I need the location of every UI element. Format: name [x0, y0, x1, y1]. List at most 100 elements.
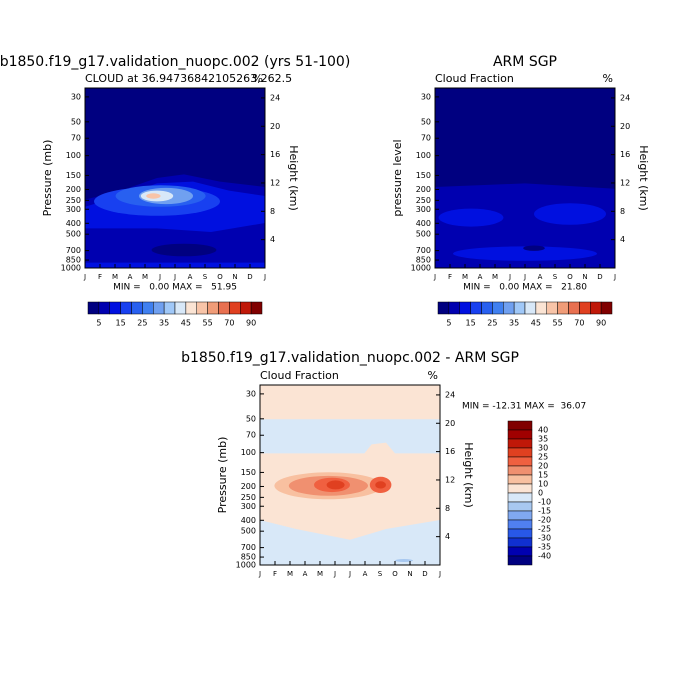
contour-fill [453, 246, 597, 261]
colorbar-label: 15 [116, 319, 126, 328]
colorbar-box [481, 301, 493, 315]
colorbar-box [524, 301, 537, 315]
chart-title: b1850.f19_g17.validation_nuopc.002 - ARM… [181, 350, 519, 366]
colorbar-box [503, 301, 515, 315]
contour-fill [260, 520, 440, 565]
colorbar-label: -30 [538, 534, 551, 543]
y-axis-label: Pressure (mb) [216, 437, 229, 514]
x-tick-label: J [348, 570, 351, 578]
colorbar-label: 15 [538, 471, 548, 480]
colorbar-label: 25 [137, 319, 147, 328]
colorbar-box [507, 474, 533, 485]
colorbar-box [507, 510, 533, 521]
colorbar-label: 70 [224, 319, 234, 328]
contour-fill [151, 243, 217, 257]
y-tick-label: 70 [421, 134, 431, 143]
x-tick-label: S [553, 273, 558, 281]
y-tick-label: 400 [241, 516, 256, 525]
y-tick-label: 850 [241, 553, 256, 562]
y2-tick-label: 16 [270, 150, 280, 159]
y-tick-label: 500 [66, 230, 81, 239]
colorbar-box [568, 301, 580, 315]
y-tick-label: 150 [66, 171, 81, 180]
y-tick-label: 850 [66, 256, 81, 265]
colorbar-label: 20 [538, 462, 548, 471]
x-tick-label: M [287, 570, 293, 578]
colorbar-label: -10 [538, 498, 551, 507]
contour-fill [146, 193, 161, 199]
y-tick-label: 400 [66, 219, 81, 228]
contour-fill [534, 203, 606, 225]
colorbar-label: 70 [574, 319, 584, 328]
x-tick-label: F [448, 273, 452, 281]
colorbar-box [507, 429, 533, 440]
y2-tick-label: 12 [270, 178, 280, 187]
x-tick-label: A [478, 273, 483, 281]
y-tick-label: 50 [246, 414, 256, 423]
y-tick-label: 200 [416, 185, 431, 194]
x-tick-label: J [258, 570, 261, 578]
colorbar-label: 30 [538, 444, 548, 453]
colorbar-box [579, 301, 591, 315]
contour-fill [438, 208, 504, 227]
y2-tick-label: 24 [270, 93, 280, 102]
x-tick-label: J [433, 273, 436, 281]
colorbar-label: 45 [181, 319, 191, 328]
x-tick-label: M [317, 570, 323, 578]
colorbar-box [507, 447, 533, 458]
subtitle: Cloud Fraction [435, 72, 514, 85]
x-tick-label: A [303, 570, 308, 578]
y2-tick-label: 16 [620, 150, 630, 159]
colorbar-label: -20 [538, 516, 551, 525]
colorbar-box [507, 537, 533, 548]
contour-fill [375, 481, 386, 489]
y-tick-label: 300 [66, 205, 81, 214]
colorbar-box [120, 301, 132, 315]
y-tick-label: 70 [246, 431, 256, 440]
colorbar-label: 15 [466, 319, 476, 328]
colorbar-box [507, 492, 533, 503]
colorbar-label: 35 [538, 435, 548, 444]
x-tick-label: F [273, 570, 277, 578]
y-tick-label: 100 [416, 151, 431, 160]
colorbar-box [507, 483, 533, 494]
y2-tick-label: 24 [620, 93, 630, 102]
y2-axis-label: Height (km) [637, 145, 650, 211]
y-tick-label: 200 [66, 185, 81, 194]
x-tick-label: O [567, 273, 573, 281]
colorbar-box [470, 301, 482, 315]
x-tick-label: D [422, 570, 427, 578]
x-tick-label: M [112, 273, 118, 281]
x-tick-label: J [613, 273, 616, 281]
x-tick-label: N [582, 273, 587, 281]
colorbar-box [492, 301, 504, 315]
y-tick-label: 1000 [236, 561, 256, 570]
colorbar-box [229, 301, 241, 315]
colorbar-label: 5 [96, 319, 101, 328]
y2-tick-label: 8 [620, 207, 625, 216]
colorbar-box [507, 438, 533, 449]
y-tick-label: 30 [421, 92, 431, 101]
colorbar-box [185, 301, 197, 315]
x-tick-label: A [128, 273, 133, 281]
y-tick-label: 500 [416, 230, 431, 239]
y-tick-label: 300 [416, 205, 431, 214]
colorbar-label: 10 [538, 480, 548, 489]
colorbar-label: 55 [553, 319, 563, 328]
colorbar-box [196, 301, 208, 315]
y-tick-label: 70 [71, 134, 81, 143]
colorbar-label: -15 [538, 507, 551, 516]
x-tick-label: J [508, 273, 511, 281]
y2-tick-label: 8 [270, 207, 275, 216]
stats: MIN = 0.00 MAX = 51.95 [113, 283, 237, 293]
colorbar-label: 90 [246, 319, 256, 328]
colorbar-box [87, 301, 100, 315]
y-tick-label: 400 [416, 219, 431, 228]
units: % [253, 72, 263, 85]
colorbar-box [513, 301, 526, 315]
x-tick-label: J [263, 273, 266, 281]
colorbar-box [98, 301, 110, 315]
colorbar-box [535, 301, 547, 315]
colorbar-box [448, 301, 460, 315]
